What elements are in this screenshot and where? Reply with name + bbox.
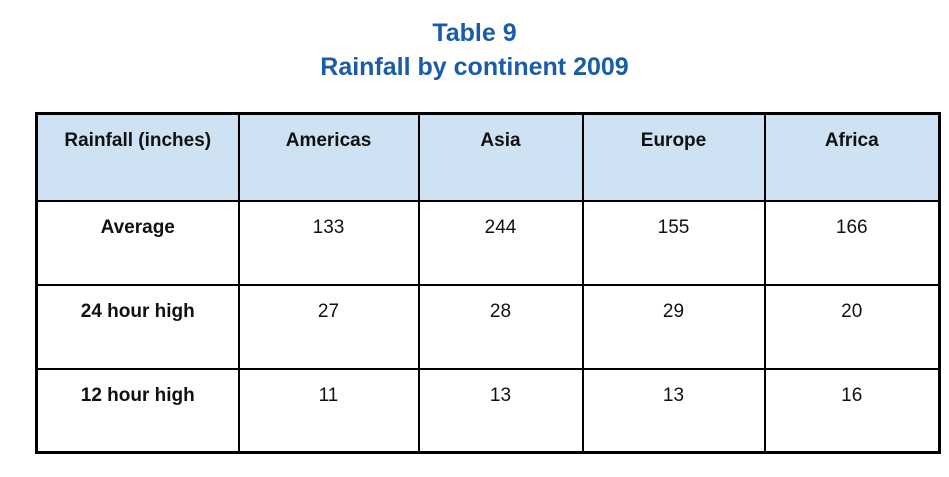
column-header-europe: Europe	[581, 112, 766, 202]
row-label-12-hour-high: 12 hour high	[35, 367, 240, 454]
figure-title: Table 9 Rainfall by continent 2009	[0, 16, 949, 84]
row-label-24-hour-high: 24 hour high	[35, 283, 240, 370]
cell-12h-africa: 16	[763, 367, 941, 454]
row-label-average: Average	[35, 199, 240, 286]
cell-24h-americas: 27	[237, 283, 420, 370]
cell-24h-africa: 20	[763, 283, 941, 370]
column-header-africa: Africa	[763, 112, 941, 202]
table-row-12-hour-high: 12 hour high 11 13 13 16	[35, 367, 941, 454]
column-header-asia: Asia	[417, 112, 584, 202]
table-header-row: Rainfall (inches) Americas Asia Europe A…	[35, 112, 941, 202]
cell-12h-americas: 11	[237, 367, 420, 454]
cell-12h-europe: 13	[581, 367, 766, 454]
figure-title-line1: Table 9	[432, 19, 517, 47]
cell-average-africa: 166	[763, 199, 941, 286]
cell-24h-europe: 29	[581, 283, 766, 370]
table-row-average: Average 133 244 155 166	[35, 199, 941, 286]
figure-title-line2: Rainfall by continent 2009	[320, 53, 629, 81]
column-header-americas: Americas	[237, 112, 420, 202]
table-row-24-hour-high: 24 hour high 27 28 29 20	[35, 283, 941, 370]
cell-12h-asia: 13	[417, 367, 584, 454]
cell-average-americas: 133	[237, 199, 420, 286]
rainfall-table: Rainfall (inches) Americas Asia Europe A…	[35, 112, 941, 454]
column-header-rainfall-inches: Rainfall (inches)	[35, 112, 240, 202]
cell-average-asia: 244	[417, 199, 584, 286]
cell-average-europe: 155	[581, 199, 766, 286]
cell-24h-asia: 28	[417, 283, 584, 370]
